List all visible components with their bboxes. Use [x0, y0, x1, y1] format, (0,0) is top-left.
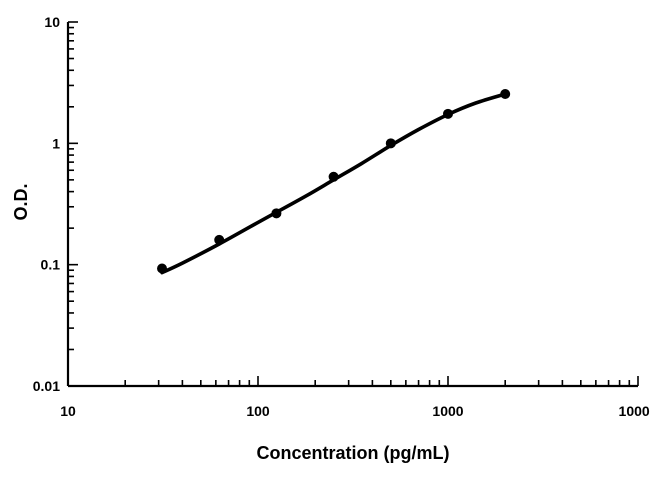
y-tick-label: 0.01	[33, 378, 60, 394]
data-point	[271, 208, 282, 219]
x-ticks	[67, 376, 639, 386]
axes	[66, 22, 638, 388]
data-points	[157, 89, 511, 274]
data-point	[385, 138, 396, 149]
y-tick-label: 1	[52, 135, 60, 151]
data-point	[214, 234, 225, 245]
x-tick-label: 1000	[432, 403, 463, 419]
y-tick-label: 10	[44, 14, 60, 30]
x-axis-title: Concentration (pg/mL)	[257, 443, 450, 463]
x-tick-label: 10	[60, 403, 76, 419]
data-point	[443, 108, 453, 119]
x-tick-label: 100	[246, 403, 270, 419]
data-point	[500, 89, 511, 100]
y-axis-title: O.D.	[11, 183, 31, 220]
data-point	[328, 171, 339, 182]
y-ticks	[68, 21, 78, 387]
y-tick-labels: 0.01 0.1 1 10	[33, 14, 60, 394]
y-tick-label: 0.1	[41, 257, 61, 273]
fit-curve-line	[160, 92, 507, 275]
data-point	[157, 263, 168, 274]
